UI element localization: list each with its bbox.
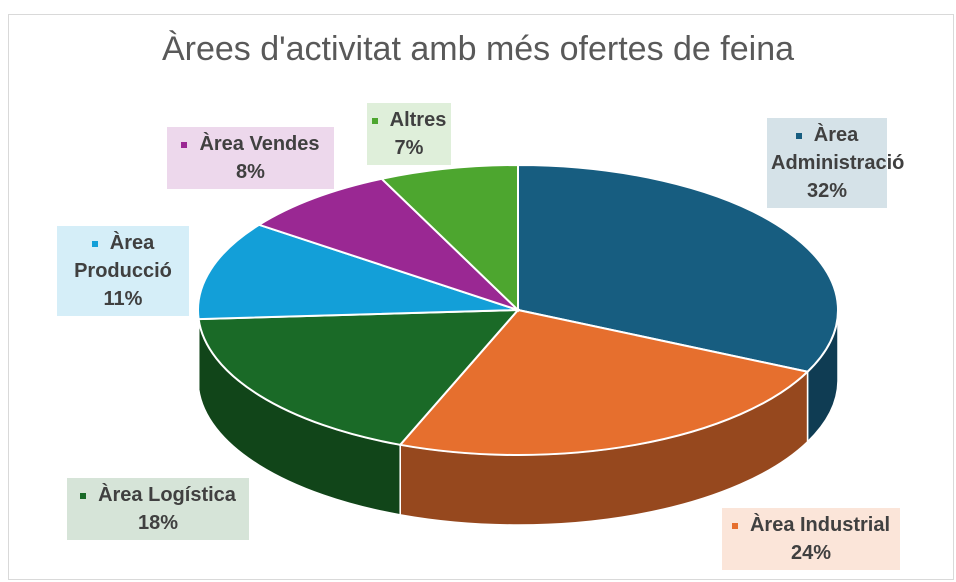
category-label: Àrea Vendes [199, 133, 320, 155]
value-label: 32% [806, 180, 848, 202]
slice [517, 163, 839, 373]
value-label: 7% [394, 137, 424, 159]
slice [197, 308, 521, 446]
legend-key [80, 492, 87, 499]
data-label: Àrea Administració 32% [767, 118, 904, 208]
legend-key [371, 117, 378, 124]
chart-title: Àrees d'activitat amb més ofertes de fei… [161, 30, 795, 68]
slice [197, 223, 519, 321]
value-label: 11% [103, 288, 143, 310]
category-label: Àrea Logística [98, 484, 236, 506]
category-label: Àrea Industrial [749, 514, 891, 536]
value-label: 24% [790, 542, 832, 564]
category-label: Àrea Producció [74, 232, 172, 282]
category-label: Àrea Administració [771, 124, 905, 174]
data-label: Altres 7% [367, 103, 451, 165]
value-label: 18% [137, 512, 179, 534]
value-label: 8% [236, 161, 265, 183]
category-label: Altres [389, 109, 447, 131]
data-label: Àrea Vendes 8% [167, 127, 334, 189]
chart-frame [8, 14, 954, 580]
slice [398, 308, 810, 456]
legend-key [181, 141, 188, 148]
data-label: Àrea Producció 11% [57, 226, 189, 316]
slice [256, 177, 519, 311]
legend-key [795, 132, 802, 139]
data-label: Àrea Logística 18% [67, 478, 249, 540]
legend-key [731, 522, 738, 529]
data-label: Àrea Industrial 24% [722, 508, 900, 570]
legend-key [91, 240, 98, 247]
slice [379, 163, 519, 313]
